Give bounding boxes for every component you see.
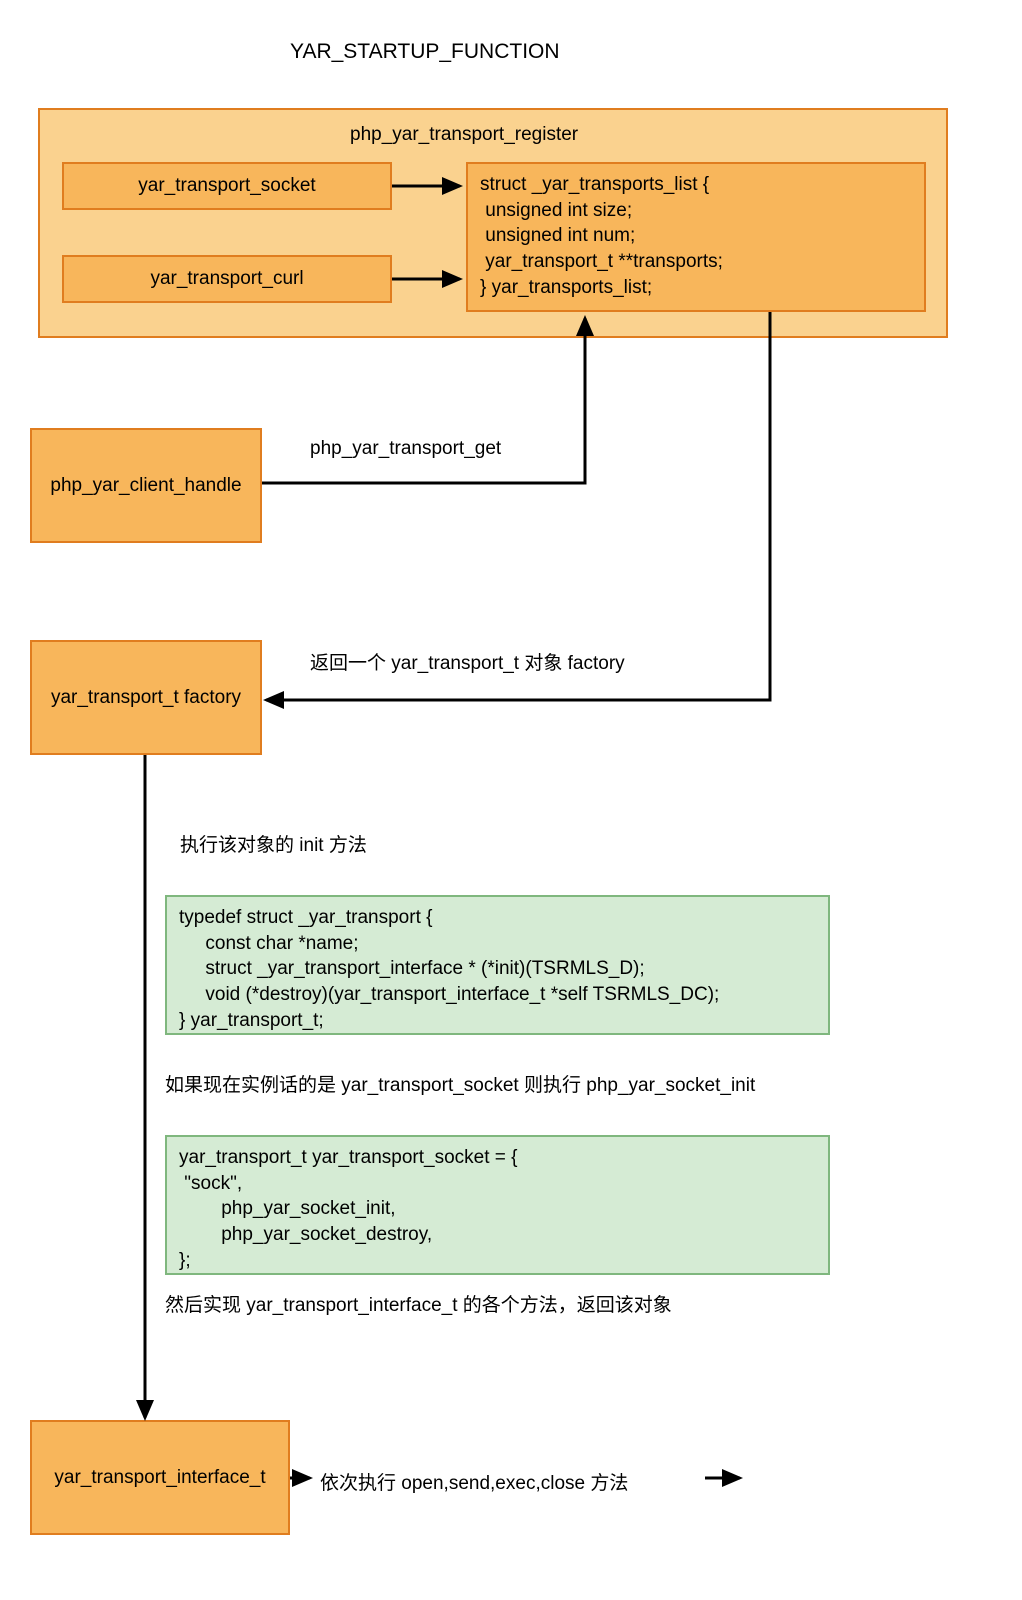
factory-box: yar_transport_t factory bbox=[30, 640, 262, 755]
impl-note: 然后实现 yar_transport_interface_t 的各个方法，返回该… bbox=[165, 1290, 672, 1317]
socket-note: 如果现在实例话的是 yar_transport_socket 则执行 php_y… bbox=[165, 1070, 755, 1097]
page-title: YAR_STARTUP_FUNCTION bbox=[290, 40, 560, 64]
init-label: 执行该对象的 init 方法 bbox=[180, 830, 367, 857]
client-handle-box: php_yar_client_handle bbox=[30, 428, 262, 543]
exec-label: 依次执行 open,send,exec,close 方法 bbox=[320, 1468, 628, 1495]
socket-box: yar_transport_socket bbox=[62, 162, 392, 210]
transport-get-label: php_yar_transport_get bbox=[310, 438, 501, 460]
struct-to-factory bbox=[266, 312, 770, 700]
struct-code-box: struct _yar_transports_list { unsigned i… bbox=[466, 162, 926, 312]
interface-box: yar_transport_interface_t bbox=[30, 1420, 290, 1535]
socket-code-box: yar_transport_t yar_transport_socket = {… bbox=[165, 1135, 830, 1275]
curl-box: yar_transport_curl bbox=[62, 255, 392, 303]
diagram-canvas: YAR_STARTUP_FUNCTION php_yar_transport_r… bbox=[0, 0, 1022, 1600]
return-label: 返回一个 yar_transport_t 对象 factory bbox=[310, 648, 625, 675]
register-title: php_yar_transport_register bbox=[350, 124, 578, 146]
typedef-code-box: typedef struct _yar_transport { const ch… bbox=[165, 895, 830, 1035]
